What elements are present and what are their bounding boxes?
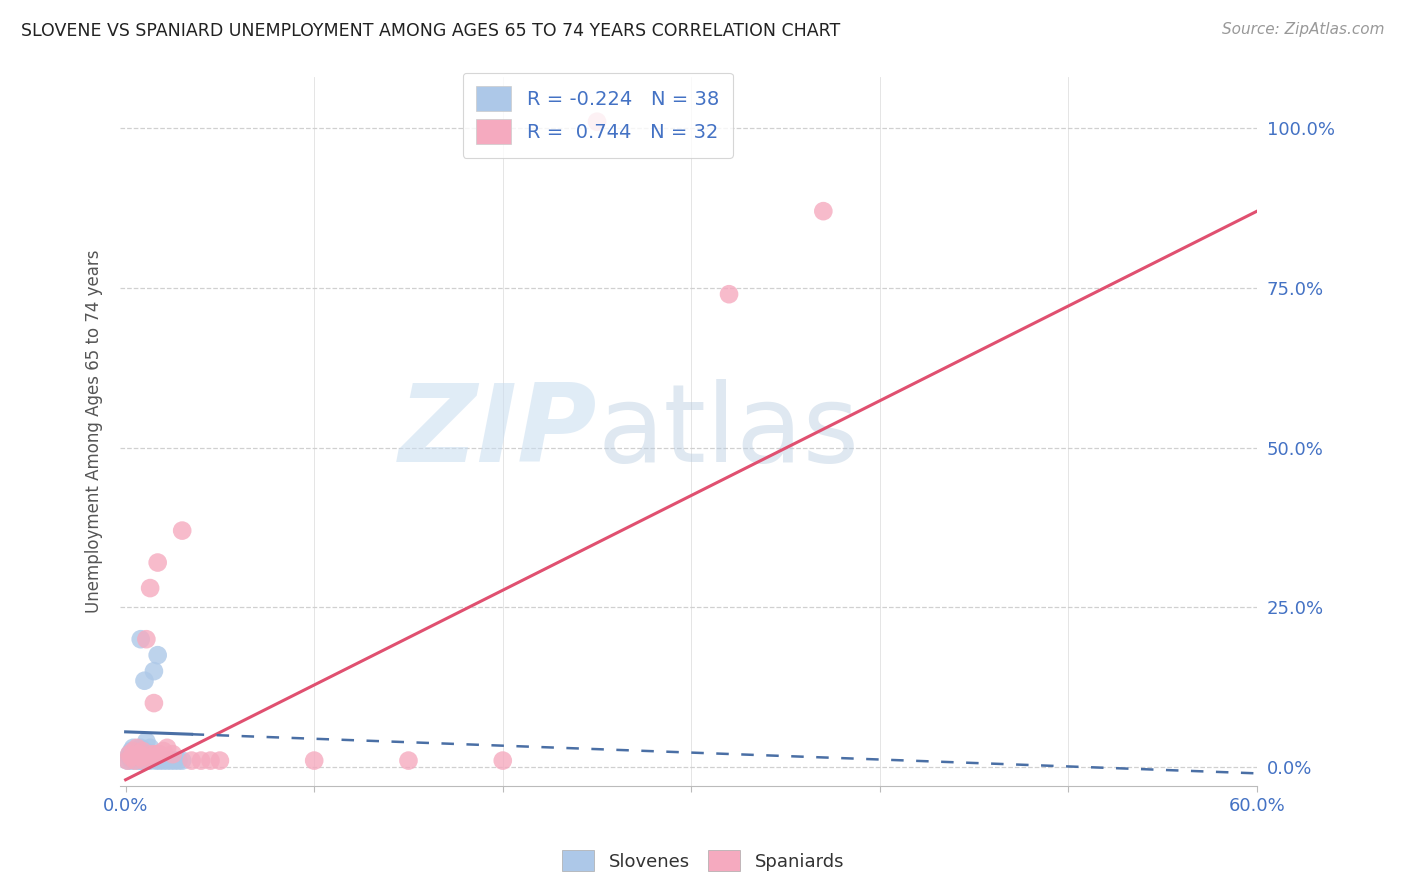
Point (118, 747, 141, 762)
Point (122, 740, 145, 755)
Text: Source: ZipAtlas.com: Source: ZipAtlas.com (1222, 22, 1385, 37)
Point (148, 754, 170, 768)
Point (135, 754, 157, 768)
Point (136, 747, 159, 762)
Point (128, 754, 150, 768)
Point (124, 754, 146, 768)
Point (135, 734, 157, 748)
Point (120, 744, 142, 758)
Point (162, 747, 184, 762)
Legend: R = -0.224   N = 38, R =  0.744   N = 32: R = -0.224 N = 38, R = 0.744 N = 32 (463, 72, 733, 158)
Point (135, 632, 157, 647)
Point (160, 754, 183, 768)
Point (190, 754, 212, 768)
Point (156, 754, 179, 768)
Point (134, 750, 156, 764)
Point (200, 754, 222, 768)
Point (131, 744, 153, 758)
Point (129, 632, 152, 647)
Point (117, 754, 139, 768)
Point (125, 750, 148, 764)
Point (124, 754, 146, 768)
Point (122, 750, 145, 764)
Point (124, 747, 146, 762)
Point (120, 754, 142, 768)
Point (139, 754, 162, 768)
Point (586, 114, 609, 128)
Point (129, 754, 152, 768)
Text: ZIP: ZIP (399, 378, 598, 484)
Point (117, 754, 139, 768)
Point (129, 740, 152, 755)
Point (718, 287, 741, 301)
Text: SLOVENE VS SPANIARD UNEMPLOYMENT AMONG AGES 65 TO 74 YEARS CORRELATION CHART: SLOVENE VS SPANIARD UNEMPLOYMENT AMONG A… (21, 22, 841, 40)
Point (145, 754, 167, 768)
Point (128, 747, 150, 762)
Point (398, 754, 420, 768)
Point (146, 648, 169, 663)
Point (120, 750, 142, 764)
Point (146, 556, 169, 570)
Point (129, 750, 152, 764)
Point (163, 754, 186, 768)
Point (139, 581, 162, 595)
Point (134, 754, 156, 768)
Point (131, 747, 153, 762)
Point (148, 747, 170, 762)
Text: atlas: atlas (598, 378, 859, 484)
Point (125, 740, 148, 755)
Point (118, 750, 141, 764)
Point (180, 754, 202, 768)
Point (172, 754, 194, 768)
Point (128, 747, 150, 762)
Point (492, 754, 515, 768)
Point (134, 673, 156, 688)
Point (172, 524, 194, 538)
Point (152, 754, 174, 768)
Point (302, 754, 325, 768)
Point (156, 740, 179, 755)
Legend: Slovenes, Spaniards: Slovenes, Spaniards (554, 843, 852, 879)
Point (145, 747, 167, 762)
Point (141, 747, 163, 762)
Point (136, 750, 159, 764)
Point (139, 740, 162, 755)
Point (142, 696, 165, 710)
Point (122, 744, 145, 758)
Y-axis label: Unemployment Among Ages 65 to 74 years: Unemployment Among Ages 65 to 74 years (86, 250, 103, 614)
Point (125, 744, 148, 758)
Point (167, 754, 190, 768)
Point (208, 754, 231, 768)
Point (134, 744, 156, 758)
Point (141, 747, 163, 762)
Point (118, 747, 141, 762)
Point (142, 664, 165, 678)
Point (131, 754, 153, 768)
Point (813, 204, 835, 219)
Point (136, 754, 159, 768)
Point (152, 744, 174, 758)
